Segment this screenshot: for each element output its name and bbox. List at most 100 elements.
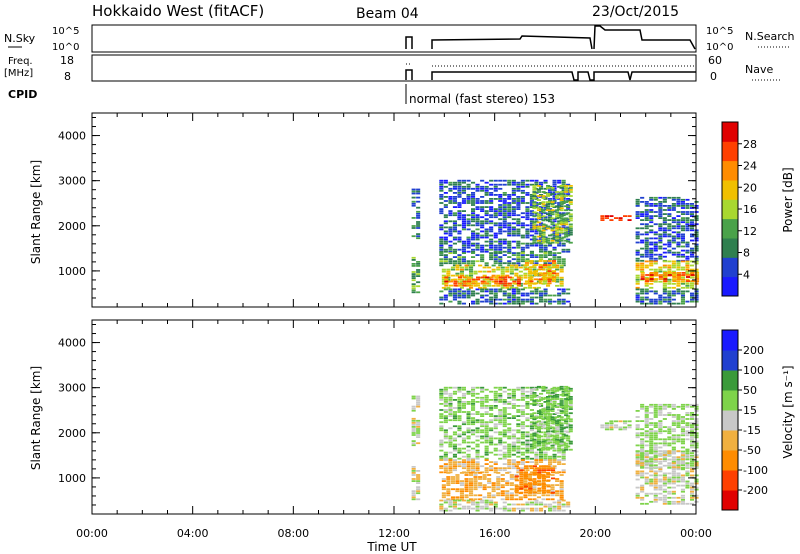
- xtick-label: 04:00: [177, 527, 209, 540]
- power-colorbar-swatch: [722, 141, 738, 162]
- power-region-6: [524, 260, 557, 285]
- power-colorbar-tick-label: 16: [743, 203, 757, 216]
- velocity-region-5: [514, 465, 556, 494]
- power-panel: 4000 3000 2000 1000: [58, 112, 700, 308]
- velocity-colorbar-frame: [721, 329, 739, 511]
- velocity-colorbar-swatch: [722, 330, 738, 351]
- power-region-5: [444, 276, 521, 287]
- xtick-label: 00:00: [76, 527, 108, 540]
- freq-label: Freq.: [8, 56, 33, 67]
- velocity-ytick-label: 3000: [58, 382, 86, 395]
- velocity-colorbar-swatch: [722, 390, 738, 411]
- xlabel: Time UT: [366, 540, 417, 554]
- freq-unit-label: [MHz]: [4, 68, 33, 79]
- freq-trace: [405, 69, 696, 81]
- freq-panel: [91, 54, 697, 82]
- velocity-colorbar-tick-label: 50: [743, 384, 757, 397]
- velocity-colorbar-swatch: [722, 410, 738, 431]
- velocity-ytick-label: 2000: [58, 427, 86, 440]
- power-colorbar-tick-label: 4: [743, 268, 750, 281]
- velocity-colorbar-swatch: [722, 430, 738, 451]
- power-colorbar-swatch: [722, 257, 738, 278]
- velocity-frame: [91, 319, 697, 515]
- velocity-colorbar-swatch: [722, 350, 738, 371]
- date-label: 23/Oct/2015: [592, 4, 679, 20]
- velocity-colorbar-tick-label: 15: [743, 404, 757, 417]
- power-region-1: [411, 256, 421, 294]
- power-colorbar-swatch: [722, 238, 738, 258]
- power-region-7: [532, 185, 573, 244]
- power-ytick-label: 2000: [58, 220, 86, 233]
- plot-title: Hokkaido West (fitACF): [92, 2, 264, 20]
- nsearch-label: N.Search: [745, 30, 795, 43]
- velocity-colorbar-tick-label: -50: [743, 444, 761, 457]
- freq-tick-low: 8: [64, 70, 71, 83]
- xtick-label: 08:00: [277, 527, 309, 540]
- power-ytick-label: 3000: [58, 175, 86, 188]
- power-colorbar-swatch: [722, 218, 738, 239]
- velocity-colorbar-label: Velocity [m s⁻¹]: [781, 365, 795, 458]
- power-region-10: [635, 196, 699, 262]
- power-region-3: [439, 252, 566, 267]
- velocity-region-10: [635, 450, 699, 505]
- noise-tick-low-left: 10^0: [52, 42, 79, 53]
- power-colorbar-swatch: [722, 276, 738, 297]
- velocity-panel: 4000 3000 2000 1000 00:00 04:00 08:00 12:00 16:0…: [58, 319, 712, 540]
- power-ytick-label: 4000: [58, 130, 86, 143]
- velocity-ylabel: Slant Range [km]: [29, 366, 43, 470]
- noise-tick-high-right: 10^5: [706, 26, 733, 37]
- velocity-colorbar-swatch: [722, 490, 738, 511]
- nave-tick-low: 0: [710, 70, 717, 83]
- velocity-colorbar-tick-label: 100: [743, 364, 764, 377]
- power-colorbar-swatch: [722, 180, 738, 200]
- power-colorbar-tick-label: 8: [743, 247, 750, 260]
- velocity-region-6: [532, 385, 573, 451]
- velocity-region-7: [439, 499, 571, 512]
- power-region-9: [600, 215, 632, 221]
- velocity-colorbar-tick-label: -15: [743, 424, 761, 437]
- noise-tick-high-left: 10^5: [52, 26, 79, 37]
- xtick-label: 20:00: [579, 527, 611, 540]
- nave-label: Nave: [745, 63, 773, 76]
- power-colorbar-tick-label: 24: [743, 160, 757, 173]
- power-region-13: [635, 288, 699, 305]
- power-region-8: [439, 288, 571, 305]
- power-ytick-label: 1000: [58, 265, 86, 278]
- power-colorbar-swatch: [722, 199, 738, 220]
- power-region-0: [411, 188, 421, 240]
- xtick-label: 00:00: [680, 527, 712, 540]
- power-colorbar-label: Power [dB]: [781, 167, 795, 232]
- velocity-colorbar-swatch: [722, 370, 738, 391]
- velocity-region-1: [411, 466, 421, 501]
- power-frame: [91, 112, 697, 308]
- power-colorbar-tick-label: 20: [743, 181, 757, 194]
- freq-tick-high: 18: [60, 54, 74, 67]
- power-colorbar-tick-label: 12: [743, 225, 757, 238]
- power-colorbar-swatch: [722, 122, 738, 142]
- xtick-label: 16:00: [479, 527, 511, 540]
- colorbars: 28 24 20 16 12 8 4 200 100 50 15 -15 -50 -100 -200: [721, 121, 768, 511]
- velocity-ytick-label: 4000: [58, 337, 86, 350]
- power-ylabel: Slant Range [km]: [29, 160, 43, 264]
- velocity-colorbar-tick-label: -100: [743, 464, 768, 477]
- noise-trace: [405, 25, 696, 50]
- beam-label: Beam 04: [356, 6, 419, 22]
- cpid-label: CPID: [8, 88, 37, 101]
- nave-trace: [406, 63, 696, 67]
- velocity-colorbar-tick-label: -200: [743, 484, 768, 497]
- velocity-ytick-label: 1000: [58, 472, 86, 485]
- noise-panel: [91, 24, 697, 53]
- power-colorbar-tick-label: 28: [743, 138, 757, 151]
- xtick-label: 12:00: [378, 527, 410, 540]
- nave-tick-high: 60: [708, 54, 722, 67]
- nsky-label: N.Sky: [4, 32, 36, 45]
- velocity-colorbar-tick-label: 200: [743, 344, 764, 357]
- velocity-region-0: [411, 395, 421, 447]
- velocity-colorbar-swatch: [722, 450, 738, 471]
- power-region-12: [640, 272, 700, 282]
- power-colorbar-swatch: [722, 160, 738, 181]
- cpid-text: normal (fast stereo) 153: [409, 92, 555, 106]
- velocity-colorbar-swatch: [722, 470, 738, 491]
- noise-tick-low-right: 10^0: [706, 42, 733, 53]
